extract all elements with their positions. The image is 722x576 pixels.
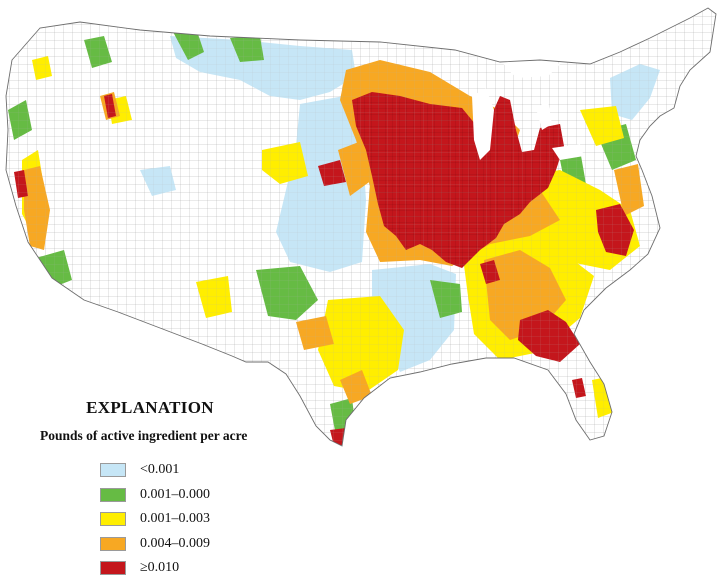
legend-swatch-4 (100, 536, 126, 551)
legend-item-3: 0.001–0.003 (100, 507, 300, 532)
legend-swatch-3 (100, 512, 126, 527)
legend-item-2: 0.001–0.000 (100, 483, 300, 508)
legend-label-3: 0.001–0.003 (140, 511, 210, 527)
legend-items: <0.001 0.001–0.000 0.001–0.003 0.004–0.0… (100, 458, 300, 576)
legend-subtitle: Pounds of active ingredient per acre (40, 428, 248, 443)
legend-label-2: 0.001–0.000 (140, 486, 210, 502)
map-legend: EXPLANATION Pounds of active ingredient … (40, 398, 300, 576)
legend-swatch-5 (100, 561, 126, 576)
legend-label-4: 0.004–0.009 (140, 535, 210, 551)
legend-item-5: ≥0.010 (100, 556, 300, 576)
legend-item-1: <0.001 (100, 458, 300, 483)
legend-label-5: ≥0.010 (140, 560, 180, 576)
legend-item-4: 0.004–0.009 (100, 532, 300, 557)
legend-swatch-1 (100, 463, 126, 478)
legend-title: EXPLANATION (86, 398, 214, 417)
legend-label-1: <0.001 (140, 462, 180, 478)
legend-swatch-2 (100, 487, 126, 502)
